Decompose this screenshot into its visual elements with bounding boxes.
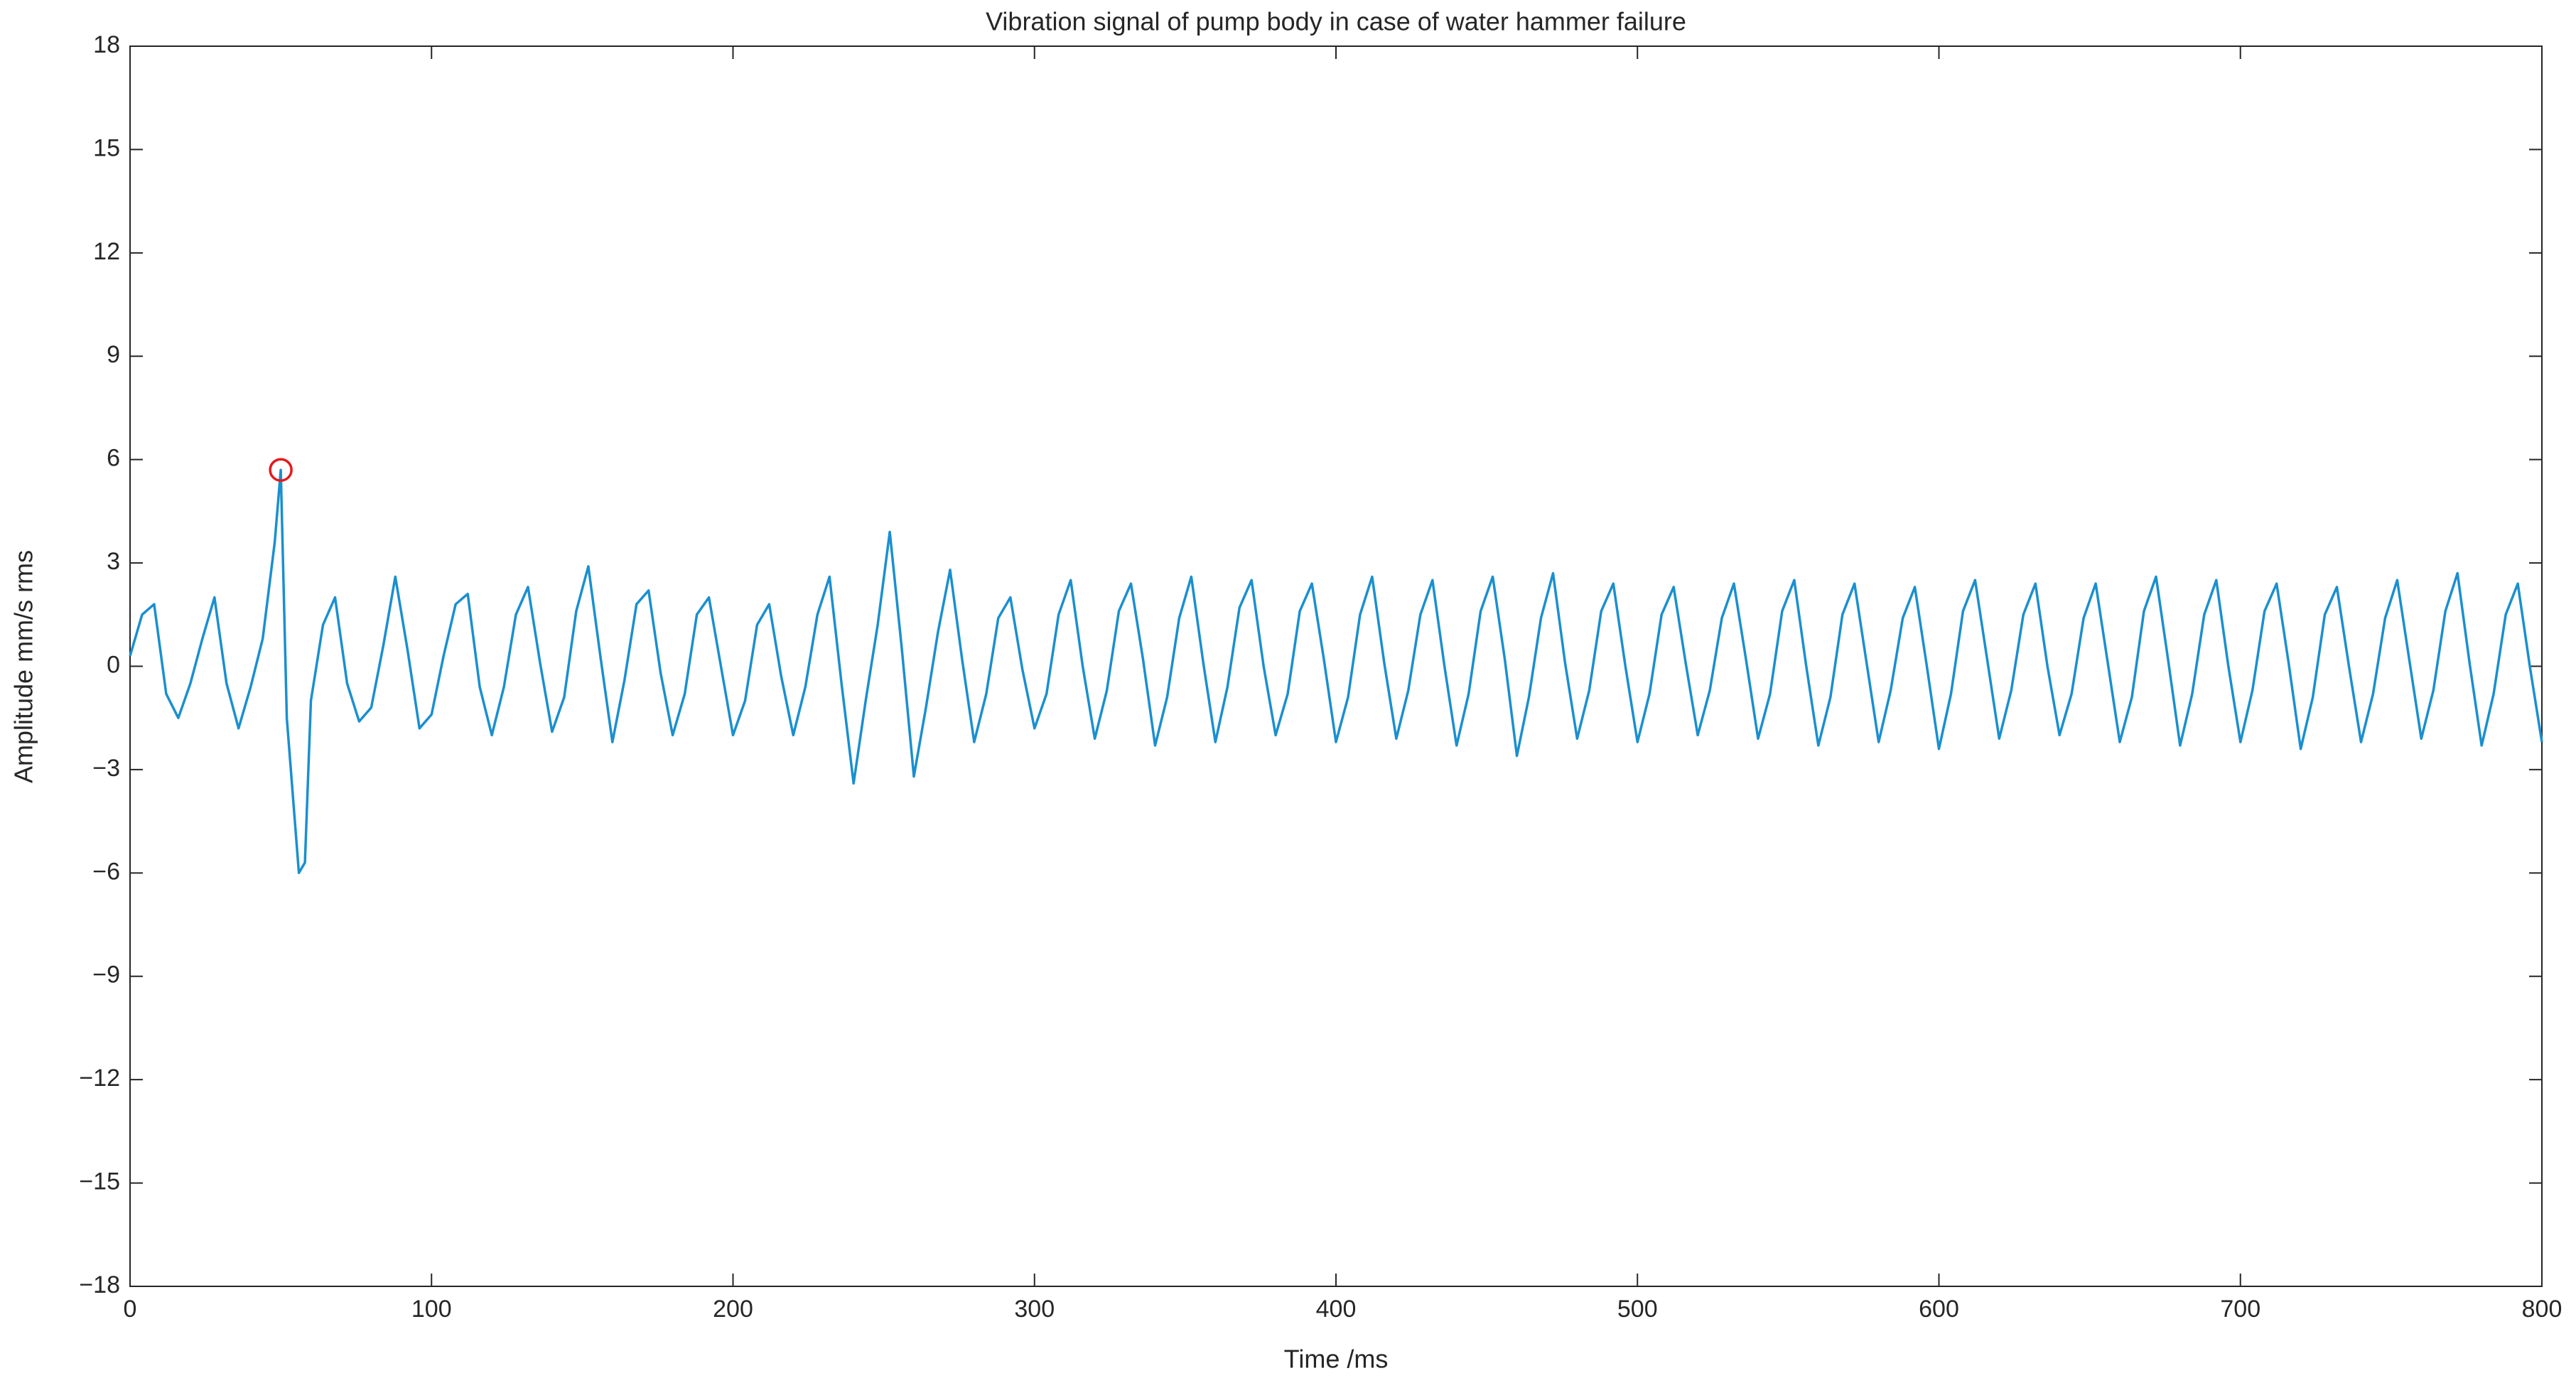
y-tick-label: −3 <box>92 755 120 782</box>
y-tick-label: 3 <box>107 548 120 575</box>
x-tick-label: 0 <box>124 1296 137 1323</box>
chart-title: Vibration signal of pump body in case of… <box>986 7 1686 36</box>
y-tick-label: −18 <box>79 1271 120 1298</box>
x-tick-label: 100 <box>411 1296 452 1323</box>
y-tick-label: 15 <box>93 134 120 161</box>
x-axis-label: Time /ms <box>1284 1345 1389 1374</box>
y-tick-label: 9 <box>107 341 120 368</box>
y-tick-label: −6 <box>92 858 120 885</box>
x-tick-label: 200 <box>713 1296 753 1323</box>
y-tick-label: 6 <box>107 445 120 472</box>
plot-frame <box>129 45 2543 1287</box>
y-tick-label: −15 <box>79 1168 120 1195</box>
x-tick-label: 400 <box>1316 1296 1357 1323</box>
x-tick-label: 800 <box>2522 1296 2562 1323</box>
y-tick-label: −9 <box>92 962 120 989</box>
x-tick-label: 500 <box>1617 1296 1658 1323</box>
y-tick-label: 12 <box>93 238 120 265</box>
y-tick-label: −12 <box>79 1065 120 1092</box>
x-tick-label: 300 <box>1014 1296 1055 1323</box>
y-tick-label: 0 <box>107 651 120 678</box>
x-tick-label: 700 <box>2220 1296 2260 1323</box>
y-tick-label: 18 <box>93 31 120 58</box>
x-tick-label: 600 <box>1919 1296 1959 1323</box>
peak-marker <box>269 458 293 482</box>
y-axis-label: Amplitude mm/s rms <box>9 550 38 783</box>
signal-line <box>129 468 2543 875</box>
